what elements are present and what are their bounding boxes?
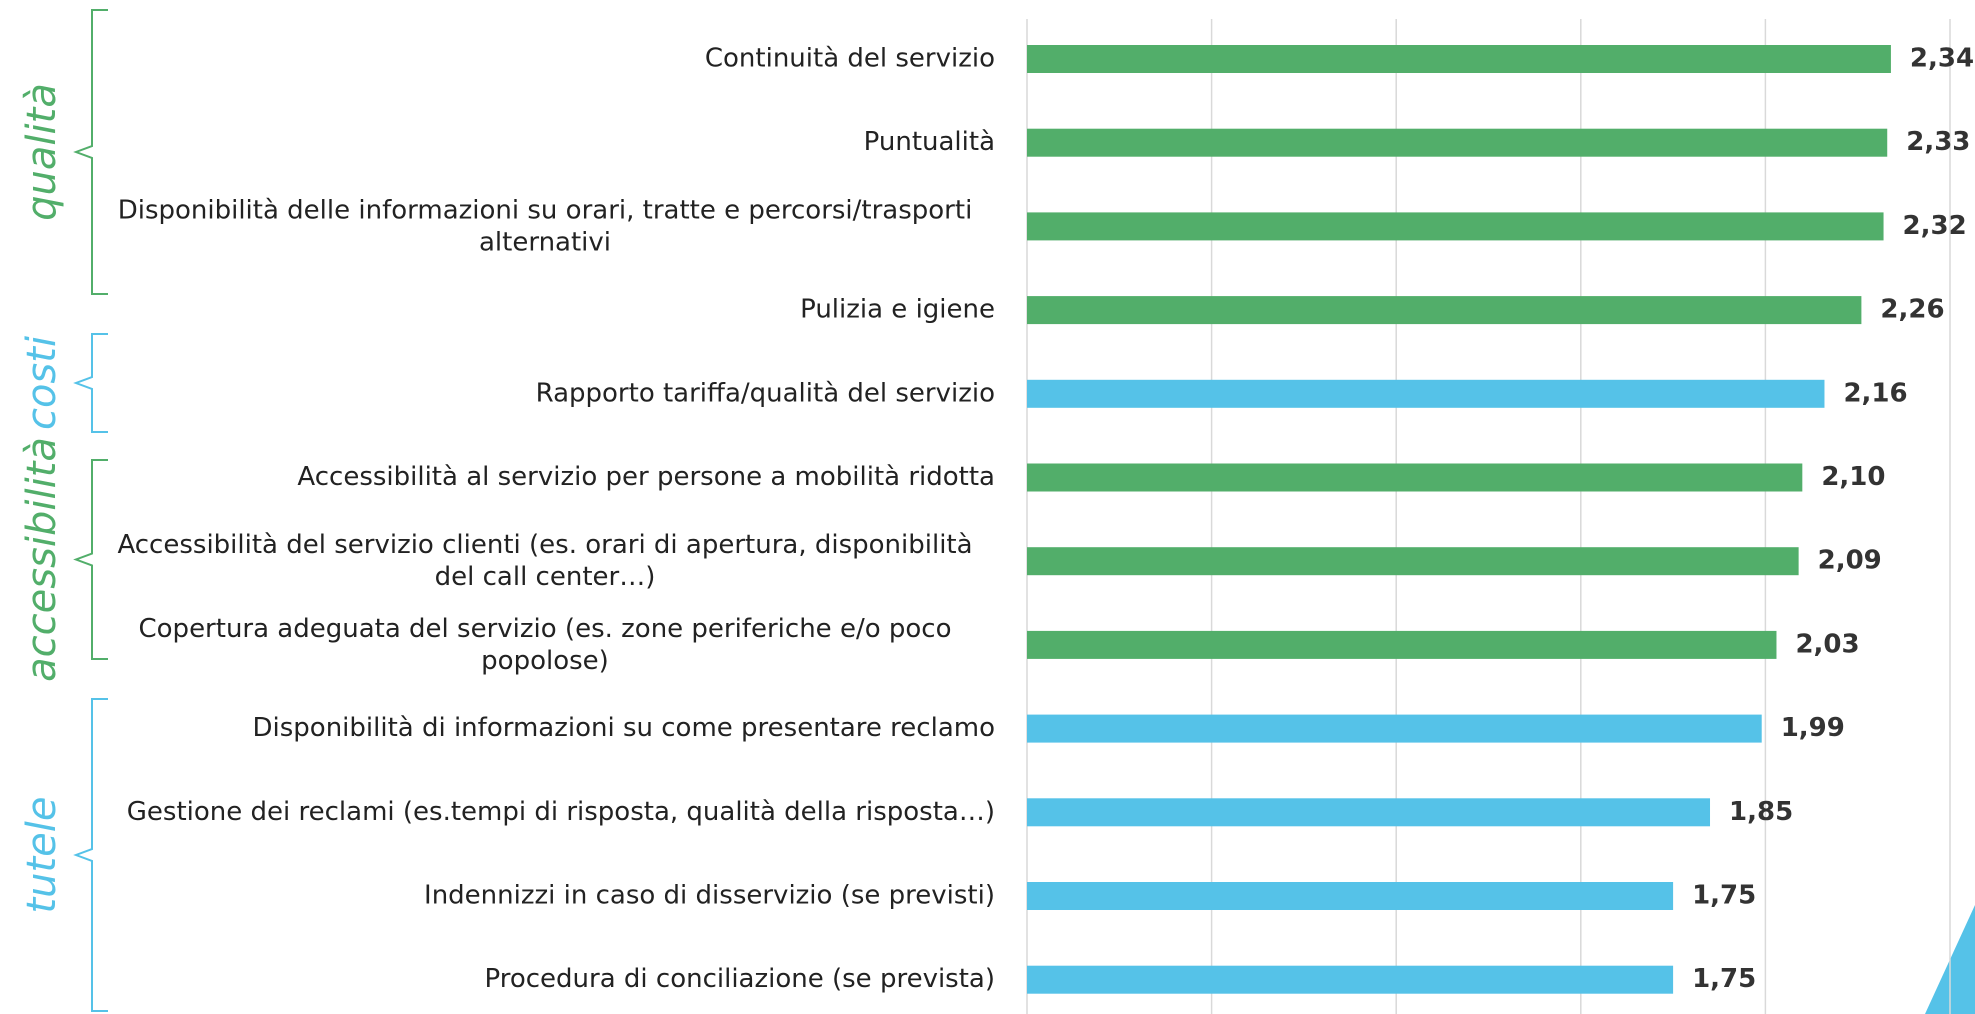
category-label: Continuità del servizio bbox=[705, 44, 995, 74]
value-label: 1,85 bbox=[1729, 797, 1793, 827]
value-label: 2,03 bbox=[1795, 629, 1859, 659]
value-label: 2,33 bbox=[1906, 127, 1970, 157]
category-label: Pulizia e igiene bbox=[800, 295, 995, 325]
group-brace bbox=[73, 333, 108, 433]
value-label: 1,99 bbox=[1781, 713, 1845, 743]
bar bbox=[1027, 296, 1862, 325]
value-label: 2,26 bbox=[1880, 295, 1944, 325]
group-brace bbox=[73, 9, 108, 295]
category-label: Accessibilità al servizio per persone a … bbox=[297, 462, 995, 492]
value-label: 2,32 bbox=[1903, 211, 1967, 241]
bar bbox=[1027, 798, 1711, 827]
value-label: 2,09 bbox=[1818, 546, 1882, 576]
category-label: Indennizzi in caso di disservizio (se pr… bbox=[424, 881, 995, 911]
bar bbox=[1027, 882, 1674, 910]
category-label-line: del call center…) bbox=[435, 562, 656, 592]
group-label: accessibilità bbox=[19, 437, 65, 682]
bar bbox=[1027, 128, 1888, 157]
category-label: Puntualità bbox=[864, 127, 995, 157]
category-label-line: popolose) bbox=[481, 645, 609, 675]
category-label-line: Accessibilità del servizio clienti (es. … bbox=[117, 530, 972, 560]
category-label: Accessibilità del servizio clienti (es. … bbox=[117, 530, 972, 592]
bar bbox=[1027, 547, 1799, 576]
bar bbox=[1027, 714, 1762, 743]
category-label: Procedura di conciliazione (se prevista) bbox=[485, 964, 996, 994]
category-label: Disponibilità delle informazioni su orar… bbox=[118, 195, 973, 257]
value-label: 2,34 bbox=[1910, 44, 1974, 74]
value-label: 2,10 bbox=[1821, 462, 1885, 492]
group-label: qualità bbox=[19, 83, 65, 221]
value-label: 2,16 bbox=[1843, 378, 1907, 408]
category-label: Disponibilità di informazioni su come pr… bbox=[253, 713, 996, 743]
value-label: 1,75 bbox=[1692, 964, 1756, 994]
group-label: tutele bbox=[19, 796, 65, 913]
category-label-line: Disponibilità delle informazioni su orar… bbox=[118, 195, 973, 225]
group-brace bbox=[73, 698, 108, 1012]
bar bbox=[1027, 379, 1825, 408]
bar bbox=[1027, 212, 1884, 241]
group-label: costi bbox=[19, 336, 65, 430]
bar bbox=[1027, 630, 1777, 659]
category-label-line: alternativi bbox=[479, 227, 611, 257]
bar bbox=[1027, 45, 1891, 73]
category-label-line: Copertura adeguata del servizio (es. zon… bbox=[139, 613, 952, 643]
group-brace bbox=[73, 459, 108, 660]
bar bbox=[1027, 463, 1803, 492]
category-label: Rapporto tariffa/qualità del servizio bbox=[536, 378, 995, 408]
bar bbox=[1027, 965, 1674, 994]
value-label: 1,75 bbox=[1692, 881, 1756, 911]
category-label: Copertura adeguata del servizio (es. zon… bbox=[139, 613, 952, 675]
category-label: Gestione dei reclami (es.tempi di rispos… bbox=[127, 797, 995, 827]
